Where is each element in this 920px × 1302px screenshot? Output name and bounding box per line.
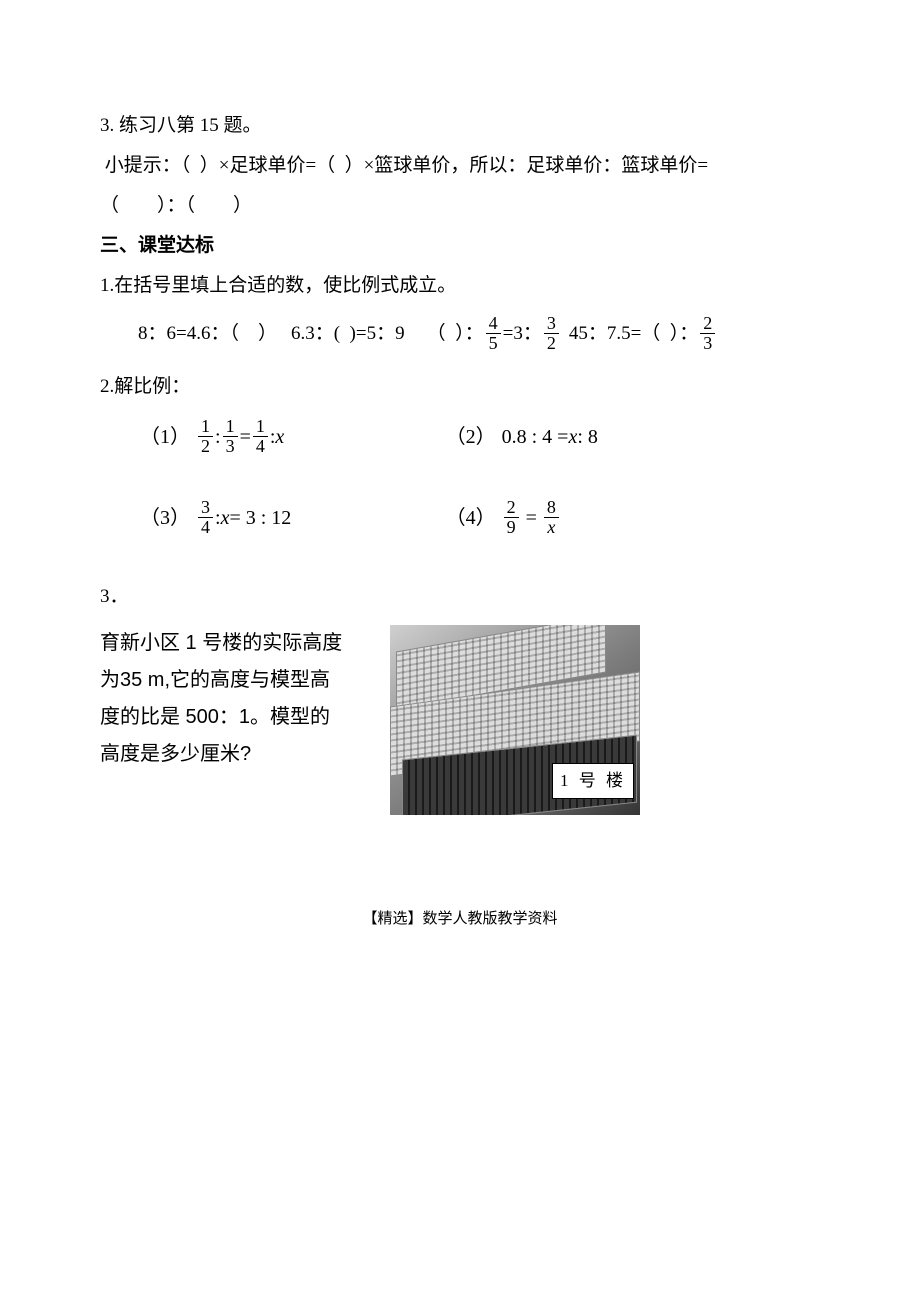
problem-1-header: 1.在括号里填上合适的数，使比例式成立。 [100, 268, 820, 304]
frac-3-2: 3 2 [544, 314, 559, 353]
equation-3: （3） 34 : x = 3 : 12 [100, 498, 446, 537]
hint-line-2: （ ）：（ ） [100, 188, 820, 224]
equation-2: （2） 0.8 : 4 = x : 8 [446, 418, 820, 456]
building-label: 1 号 楼 [552, 763, 634, 799]
equation-4: （4） 29 = 8x [446, 498, 820, 537]
fill-b: 6.3：( )=5：9 [291, 316, 405, 352]
section-3-title: 三、课堂达标 [100, 228, 820, 264]
p3-line-2: 为35 m,它的高度与模型高 [100, 662, 360, 699]
equation-1: （1） 12 : 13 = 14 : x [100, 417, 446, 456]
problem-3-text: 育新小区 1 号楼的实际高度 为35 m,它的高度与模型高 度的比是 500：1… [100, 625, 360, 815]
equation-row-1: （1） 12 : 13 = 14 : x （2） 0.8 : 4 = x : 8 [100, 417, 820, 456]
equation-row-2: （3） 34 : x = 3 : 12 （4） 29 = 8x [100, 498, 820, 537]
building-image: 1 号 楼 [390, 625, 640, 815]
footer-text: 【精选】数学人教版教学资料 [100, 905, 820, 934]
hint-line-1: 小提示：（ ）×足球单价=（ ）×篮球单价，所以：足球单价：篮球单价= [100, 148, 820, 184]
p3-line-4: 高度是多少厘米? [100, 736, 360, 773]
fill-d-prefix: 45：7.5=（ ）： [569, 316, 698, 352]
fill-c-prefix: （ ）： [427, 316, 484, 352]
problem-3-row: 育新小区 1 号楼的实际高度 为35 m,它的高度与模型高 度的比是 500：1… [100, 625, 820, 815]
fill-c-mid: =3： [503, 316, 542, 352]
frac-4-5: 4 5 [486, 314, 501, 353]
problem-1-fill-row: 8：6=4.6：（ ） 6.3：( )=5：9 （ ）： 4 5 =3： 3 2… [100, 314, 820, 353]
frac-2-3: 2 3 [700, 314, 715, 353]
p3-line-1: 育新小区 1 号楼的实际高度 [100, 625, 360, 662]
p3-line-3: 度的比是 500：1。模型的 [100, 699, 360, 736]
exercise-ref: 3. 练习八第 15 题。 [100, 108, 820, 144]
fill-a: 8：6=4.6：（ ） [138, 316, 277, 352]
problem-3-header: 3． [100, 579, 820, 615]
problem-2-header: 2.解比例： [100, 369, 820, 405]
